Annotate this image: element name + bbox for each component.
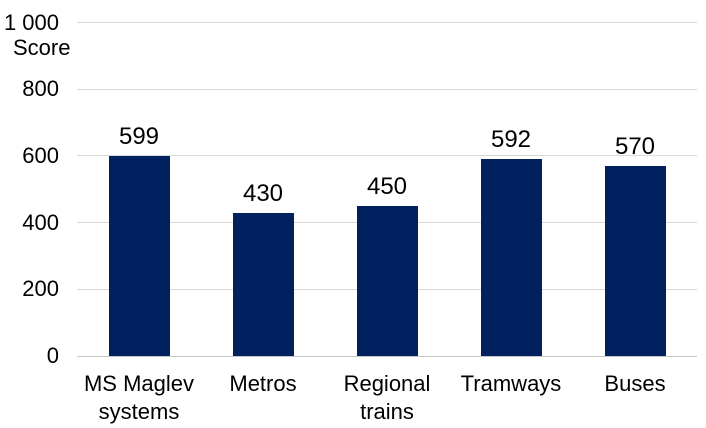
gridline [77, 155, 697, 157]
bar-value-label: 599 [118, 123, 160, 151]
bar-tramways [480, 158, 542, 356]
bar-ms-maglev-systems [108, 156, 170, 356]
bar-metros [232, 212, 294, 356]
y-axis-title: Score [13, 35, 71, 60]
x-axis-line [77, 355, 697, 357]
x-category-label: Regional trains [343, 371, 431, 424]
gridline [77, 88, 697, 90]
y-tick-label: 400 [22, 209, 59, 235]
y-tick-label: 800 [22, 76, 59, 102]
y-tick-label: 200 [22, 276, 59, 302]
x-category-label: Tramways [460, 371, 562, 396]
bar-value-label: 430 [242, 179, 284, 207]
x-category-label: Buses [604, 371, 666, 396]
bar-regional-trains [356, 205, 418, 356]
bar-buses [604, 165, 666, 356]
y-tick-label: 600 [22, 142, 59, 168]
x-category-label: Metros [229, 371, 297, 396]
gridline [77, 22, 697, 23]
y-tick-label: 0 [46, 343, 59, 368]
bar-value-label: 570 [614, 132, 656, 160]
bar-value-label: 592 [490, 125, 532, 153]
y-tick-label: 1 000 [3, 9, 59, 35]
bar-value-label: 450 [366, 172, 408, 200]
x-category-label: MS Maglev systems [83, 371, 195, 424]
